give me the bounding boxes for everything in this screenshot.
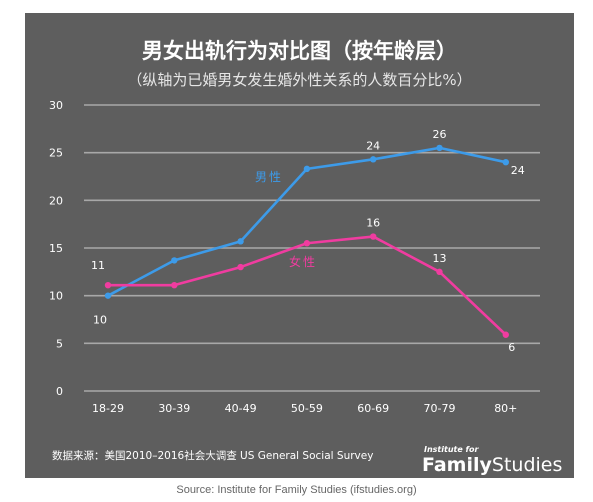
y-tick-label: 0 [56, 385, 63, 398]
y-tick-label: 15 [49, 242, 63, 255]
data-label: 24 [366, 139, 380, 152]
line-chart: 0 5 10 15 20 25 30 18-29 30-39 40-49 50-59 60-69 70-… [49, 99, 540, 415]
data-point [171, 257, 178, 264]
data-point [370, 233, 377, 240]
data-point [104, 281, 112, 289]
x-tick-label: 50-59 [291, 402, 323, 415]
data-point [237, 263, 244, 271]
y-tick-label: 20 [49, 194, 63, 207]
brand-logo-text: FamilyStudies [422, 454, 562, 476]
series-name-label: 女性 [289, 254, 317, 269]
data-label: 13 [433, 252, 447, 265]
image-source-caption: Source: Institute for Family Studies (if… [176, 484, 417, 496]
data-label: 26 [433, 128, 447, 141]
x-tick-label: 70-79 [424, 402, 456, 415]
data-point [303, 240, 311, 247]
brand-bold: Family [422, 454, 492, 476]
data-point [502, 331, 509, 338]
data-point [171, 281, 178, 289]
x-tick-label: 40-49 [225, 402, 257, 415]
data-label: 11 [91, 259, 105, 272]
chart-title: 男女出轨行为对比图（按年龄层） [142, 39, 457, 63]
x-tick-label: 80+ [494, 402, 517, 415]
data-point [436, 144, 443, 152]
data-point [436, 268, 443, 276]
data-point [237, 238, 244, 245]
data-point [303, 165, 311, 173]
brand-small-text: Institute for [424, 445, 479, 454]
brand-rest: Studies [491, 454, 563, 476]
x-tick-label: 30-39 [158, 402, 190, 415]
data-label: 16 [366, 217, 380, 230]
data-point [104, 292, 112, 299]
data-point [370, 156, 377, 163]
chart-panel: 男女出轨行为对比图（按年龄层） （纵轴为已婚男女发生婚外性关系的人数百分比%） … [25, 13, 574, 478]
y-tick-label: 5 [56, 337, 63, 350]
y-tick-label: 10 [49, 290, 63, 303]
y-tick-label: 25 [49, 147, 63, 160]
x-tick-label: 60-69 [357, 402, 389, 415]
chart-subtitle: （纵轴为已婚男女发生婚外性关系的人数百分比%） [127, 71, 472, 89]
data-label: 6 [508, 341, 515, 354]
data-source-note: 数据来源：美国2010–2016社会大调查 US General Social … [52, 450, 374, 462]
data-label: 10 [93, 314, 107, 327]
y-tick-label: 30 [49, 99, 63, 112]
data-point [502, 159, 509, 166]
series-name-label: 男性 [255, 170, 283, 184]
data-label: 24 [511, 164, 525, 177]
x-tick-label: 18-29 [92, 402, 124, 415]
